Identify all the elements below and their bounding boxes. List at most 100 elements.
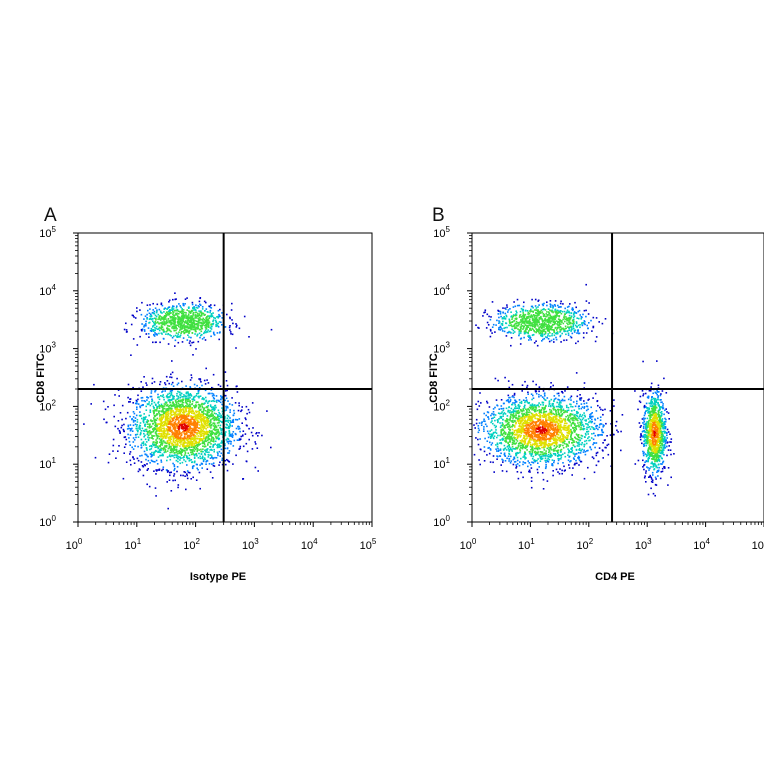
event-dot <box>157 393 159 396</box>
event-dot <box>550 382 552 384</box>
event-dot <box>173 404 176 406</box>
event-dot <box>205 451 207 453</box>
event-dot <box>239 439 241 441</box>
event-dot <box>193 426 196 429</box>
event-dot <box>180 324 183 326</box>
event-dot <box>137 445 139 448</box>
event-dot <box>590 413 592 415</box>
event-dot <box>541 396 544 398</box>
event-dot <box>547 457 549 460</box>
event-dot <box>534 432 536 435</box>
event-dot <box>589 439 591 442</box>
event-dot <box>169 394 172 397</box>
event-dot <box>186 315 189 317</box>
event-dot <box>509 439 511 442</box>
event-dot <box>544 438 546 440</box>
event-dot <box>198 449 200 451</box>
event-dot <box>207 404 209 407</box>
event-dot <box>152 420 154 422</box>
event-dot <box>203 436 205 438</box>
event-dot <box>151 403 153 405</box>
event-dot <box>519 448 521 451</box>
event-dot <box>168 439 170 441</box>
event-dot <box>174 318 177 321</box>
event-dot <box>557 413 560 415</box>
event-dot <box>154 415 156 418</box>
event-dot <box>172 326 175 328</box>
event-dot <box>251 448 254 450</box>
event-dot <box>153 330 155 332</box>
event-dot <box>149 329 152 332</box>
event-dot <box>520 400 523 403</box>
event-dot <box>173 398 175 400</box>
event-dot <box>561 392 564 394</box>
event-dot <box>162 337 165 340</box>
event-dot <box>180 424 182 426</box>
event-dot <box>170 407 173 410</box>
event-dot <box>182 396 185 398</box>
event-dot <box>166 327 169 330</box>
event-dot <box>189 428 191 430</box>
event-dot <box>189 411 192 413</box>
event-dot <box>546 423 548 426</box>
event-dot <box>137 436 140 438</box>
event-dot <box>189 423 192 426</box>
event-dot <box>509 418 511 421</box>
event-dot <box>229 435 232 437</box>
event-dot <box>178 441 181 444</box>
event-dot <box>508 425 510 428</box>
event-dot <box>192 429 194 431</box>
event-dot <box>241 435 244 437</box>
event-dot <box>537 425 539 427</box>
event-dot <box>155 315 158 318</box>
event-dot <box>201 457 203 459</box>
event-dot <box>197 401 199 403</box>
event-dot <box>160 418 162 421</box>
event-dot <box>154 326 156 329</box>
event-dot <box>170 435 173 438</box>
event-dot <box>519 401 521 404</box>
event-dot <box>187 326 189 328</box>
event-dot <box>204 383 207 385</box>
event-dot <box>171 394 174 397</box>
event-dot <box>514 401 517 403</box>
event-dot <box>613 405 615 407</box>
event-dot <box>181 308 183 310</box>
event-dot <box>580 397 583 399</box>
event-dot <box>144 400 147 403</box>
event-dot <box>580 420 583 422</box>
event-dot <box>153 409 156 411</box>
event-dot <box>176 442 179 444</box>
event-dot <box>175 327 177 329</box>
event-dot <box>161 395 164 398</box>
event-dot <box>515 421 518 424</box>
event-dot <box>203 379 206 382</box>
event-dot <box>229 419 231 422</box>
event-dot <box>123 436 126 439</box>
event-dot <box>540 455 543 458</box>
event-dot <box>202 420 205 422</box>
event-dot <box>177 436 180 439</box>
event-dot <box>214 408 216 410</box>
event-dot <box>166 456 169 458</box>
event-dot <box>529 452 531 455</box>
event-dot <box>171 318 174 320</box>
event-dot <box>154 341 157 344</box>
event-dot <box>585 442 588 445</box>
event-dot <box>218 421 220 424</box>
event-dot <box>185 448 188 451</box>
event-dot <box>585 420 587 422</box>
event-dot <box>556 417 558 420</box>
event-dot <box>477 427 480 430</box>
event-dot <box>492 437 495 439</box>
event-dot <box>176 407 179 410</box>
event-dot <box>181 310 184 313</box>
event-dot <box>180 403 183 406</box>
event-dot <box>213 427 216 429</box>
event-dot <box>182 411 185 414</box>
event-dot <box>197 395 199 398</box>
event-dot <box>210 328 213 330</box>
event-dot <box>180 454 183 456</box>
event-dot <box>501 411 503 413</box>
event-dot <box>173 445 175 448</box>
